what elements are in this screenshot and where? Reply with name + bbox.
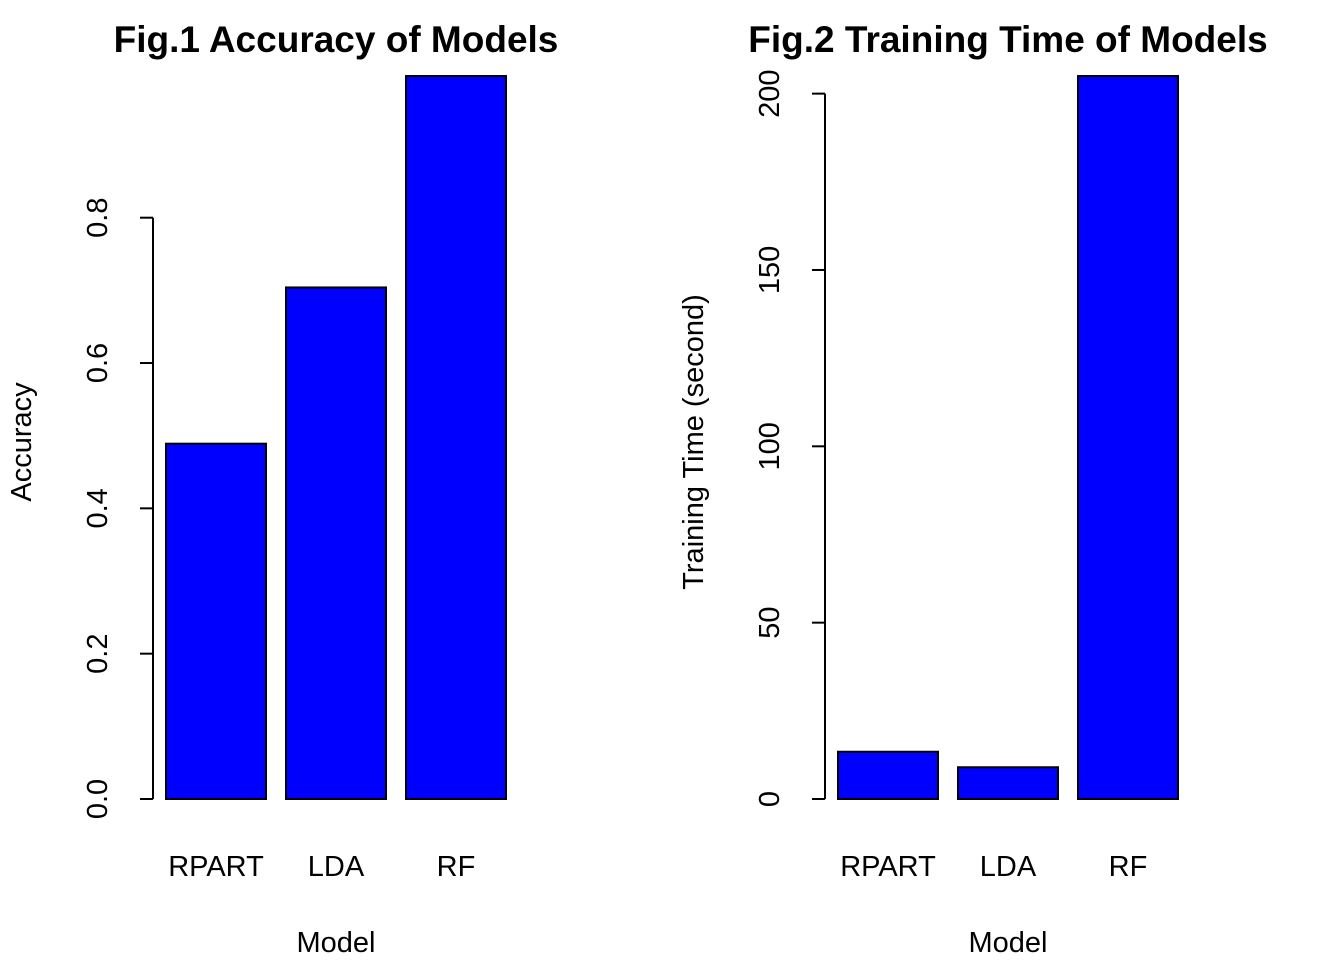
- bars: [837, 75, 1179, 801]
- x-tick-label: RF: [437, 851, 476, 883]
- x-axis-label: Model: [297, 927, 376, 959]
- x-tick-label: RPART: [168, 851, 264, 883]
- y-tick-label: 0.0: [82, 779, 114, 819]
- y-axis: 0.0 0.2 0.4 0.6 0.8: [82, 198, 154, 819]
- bars: [165, 75, 507, 800]
- chart-title: Fig.2 Training Time of Models: [748, 19, 1267, 60]
- bar-rf: [1077, 75, 1179, 800]
- x-tick-label: RF: [1109, 851, 1148, 883]
- bar-lda: [285, 286, 387, 800]
- y-tick-label: 0.8: [82, 198, 114, 238]
- bar-rpart: [837, 750, 939, 800]
- x-axis-label: Model: [969, 927, 1048, 959]
- y-axis: 0 50 100 150 200: [754, 69, 826, 807]
- x-tick-label: LDA: [980, 851, 1037, 883]
- chart-training-time: Fig.2 Training Time of Models Model Trai…: [678, 19, 1268, 959]
- y-tick-label: 0.2: [82, 634, 114, 674]
- y-tick-label: 150: [754, 246, 786, 294]
- y-tick-label: 50: [754, 607, 786, 639]
- bar-lda: [957, 766, 1059, 801]
- y-axis-label: Accuracy: [6, 382, 38, 502]
- bar-rf: [405, 75, 507, 800]
- y-tick-label: 0.6: [82, 343, 114, 383]
- x-tick-labels: RPART LDA RF: [168, 851, 475, 883]
- chart-title: Fig.1 Accuracy of Models: [114, 19, 559, 60]
- x-tick-label: LDA: [308, 851, 365, 883]
- y-tick-label: 0.4: [82, 488, 114, 528]
- y-tick-label: 100: [754, 422, 786, 470]
- y-tick-label: 200: [754, 69, 786, 117]
- chart-accuracy: Fig.1 Accuracy of Models Model Accuracy …: [6, 19, 558, 959]
- x-tick-label: RPART: [840, 851, 936, 883]
- x-tick-labels: RPART LDA RF: [840, 851, 1147, 883]
- y-axis-label: Training Time (second): [678, 294, 710, 589]
- bar-rpart: [165, 442, 267, 800]
- y-tick-label: 0: [754, 791, 786, 807]
